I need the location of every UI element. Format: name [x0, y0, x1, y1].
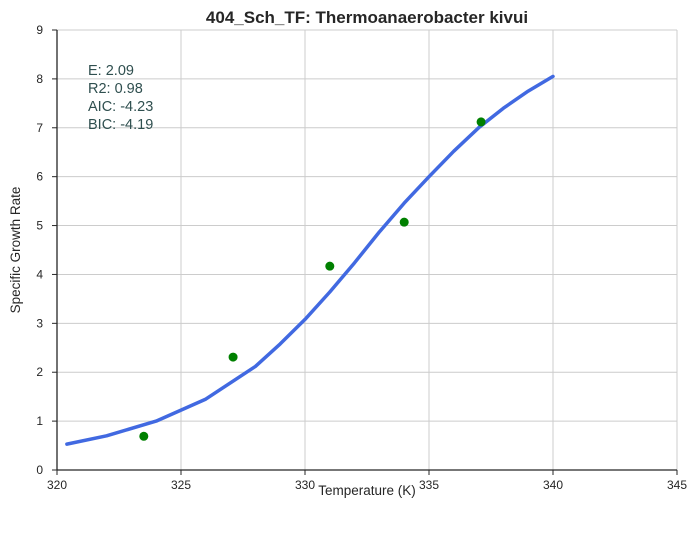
series-layer	[65, 74, 555, 446]
data-point	[228, 352, 238, 362]
x-axis-label: Temperature (K)	[318, 483, 416, 498]
y-axis-label: Specific Growth Rate	[8, 187, 23, 314]
data-point	[325, 261, 335, 271]
x-tick-label: 340	[543, 478, 563, 492]
stat-annotation: R2: 0.98	[88, 81, 143, 97]
stat-annotation: E: 2.09	[88, 63, 134, 79]
stats-box: E: 2.09 R2: 0.98 AIC: -4.23 BIC: -4.19	[88, 63, 153, 133]
data-point	[139, 431, 149, 441]
axes	[56, 30, 677, 471]
x-tick-label: 325	[171, 478, 191, 492]
stat-annotation: BIC: -4.19	[88, 117, 153, 133]
y-tick-label: 8	[36, 72, 43, 86]
chart-title: 404_Sch_TF: Thermoanaerobacter kivui	[206, 8, 528, 27]
data-point	[399, 217, 409, 227]
y-tick-label: 5	[36, 219, 43, 233]
y-tick-label: 4	[36, 267, 43, 281]
data-point	[476, 117, 486, 127]
y-tick-label: 2	[36, 365, 43, 379]
stat-annotation: AIC: -4.23	[88, 99, 153, 115]
y-tick-label: 3	[36, 316, 43, 330]
fitted-curve	[65, 74, 555, 446]
x-tick-label: 345	[667, 478, 687, 492]
x-tick-label: 330	[295, 478, 315, 492]
y-tick-label: 1	[36, 414, 43, 428]
x-tick-label: 335	[419, 478, 439, 492]
y-tick-label: 0	[36, 463, 43, 477]
y-tick-label: 7	[36, 121, 43, 135]
y-tick-label: 9	[36, 23, 43, 37]
x-tick-label: 320	[47, 478, 67, 492]
y-tick-label: 6	[36, 170, 43, 184]
